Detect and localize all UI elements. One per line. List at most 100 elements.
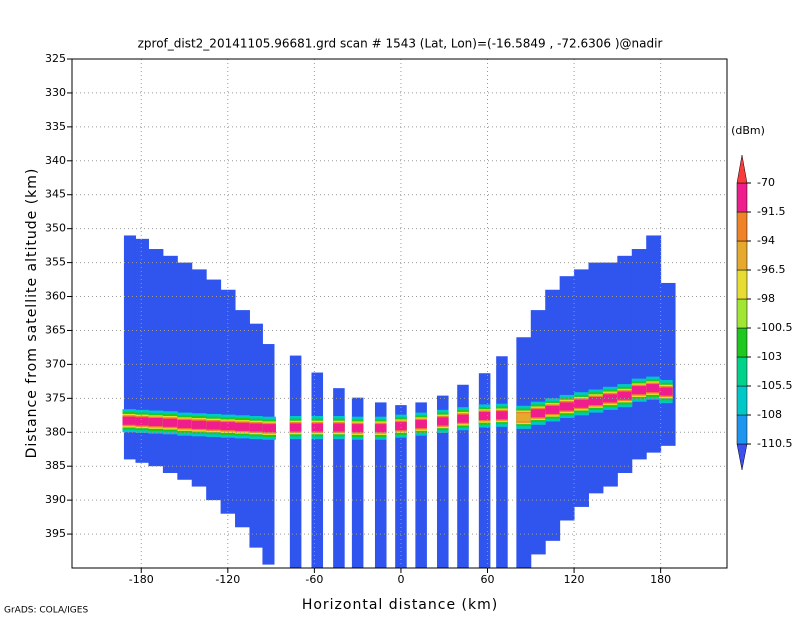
y-tick-label: 345 <box>45 188 66 201</box>
swath-column <box>135 238 149 463</box>
swath-column <box>177 262 193 480</box>
y-tick-label: 395 <box>45 527 66 540</box>
colorbar-label: -70 <box>757 176 775 189</box>
swath-stripe <box>457 384 469 568</box>
colorbar-box <box>736 240 748 271</box>
band-core <box>374 424 387 433</box>
colorbar-label: -105.5 <box>757 379 792 392</box>
swath-column <box>262 344 275 565</box>
swath-stripe <box>311 372 324 568</box>
colorbar-label: -100.5 <box>757 321 792 334</box>
band-core <box>602 394 618 403</box>
y-tick-label: 375 <box>45 391 66 404</box>
band-core <box>289 423 302 432</box>
band-core <box>588 396 604 406</box>
band-core <box>617 391 633 400</box>
band-core <box>148 418 164 427</box>
swath-column <box>588 262 604 494</box>
x-tick-label: 120 <box>564 573 585 586</box>
x-tick-label: -60 <box>305 573 323 586</box>
swath-column <box>162 255 178 473</box>
swath-column <box>220 289 236 514</box>
y-tick-label: 325 <box>45 52 66 65</box>
colorbar-box <box>736 182 748 213</box>
y-tick-label: 365 <box>45 323 66 336</box>
colorbar-title: (dBm) <box>731 124 765 137</box>
swath-stripe <box>351 397 364 568</box>
band-core <box>249 423 263 432</box>
colorbar-label: -94 <box>757 234 775 247</box>
swath-stripe <box>437 395 449 568</box>
band-core <box>351 424 364 433</box>
colorbar-triangle <box>736 154 748 184</box>
band-core <box>659 387 673 396</box>
band-core <box>437 417 449 426</box>
x-tick-label: 0 <box>397 573 404 586</box>
colorbar-label: -110.5 <box>757 437 792 450</box>
band-core <box>191 420 207 429</box>
x-tick-label: -120 <box>215 573 240 586</box>
plot-frame <box>71 58 728 569</box>
data-layer <box>122 235 676 568</box>
colorbar-box <box>736 385 748 416</box>
band-core <box>457 414 469 423</box>
y-tick-label: 390 <box>45 493 66 506</box>
band-core <box>135 417 149 426</box>
swath-column <box>516 337 532 568</box>
swath-stripe <box>415 402 427 568</box>
band-core <box>122 416 136 425</box>
band-core <box>220 422 236 431</box>
swath-column <box>574 269 589 507</box>
y-tick-label: 340 <box>45 154 66 167</box>
x-tick-label: 180 <box>650 573 671 586</box>
band-core <box>496 411 508 420</box>
band-core <box>415 420 427 429</box>
colorbar-label: -96.5 <box>757 263 785 276</box>
swath-stripe <box>374 402 387 568</box>
swath-column <box>631 249 647 460</box>
colorbar-label: -108 <box>757 408 782 421</box>
band-core <box>478 411 491 421</box>
swath-stripe <box>289 355 302 568</box>
swath-column <box>191 269 207 487</box>
band-core <box>646 384 660 393</box>
y-tick-label: 335 <box>45 120 66 133</box>
colorbar-box <box>736 414 748 445</box>
band-core <box>206 421 222 430</box>
colorbar-box <box>736 327 748 358</box>
x-tick-label: 60 <box>481 573 495 586</box>
band-core <box>333 423 345 432</box>
y-tick-label: 350 <box>45 222 66 235</box>
swath-stripe <box>496 356 508 568</box>
colorbar-box <box>736 298 748 329</box>
band-core <box>177 420 193 429</box>
y-tick-label: 360 <box>45 290 66 303</box>
grid-layer <box>72 58 727 568</box>
swath-column <box>646 235 662 453</box>
colorbar-box <box>736 269 748 300</box>
y-axis-title: Distance from satellite altitude (km) <box>24 168 40 459</box>
band-core <box>559 402 575 411</box>
footer: GrADS: COLA/IGES <box>4 606 88 616</box>
x-axis-title: Horizontal distance (km) <box>302 597 498 613</box>
chart-title: zprof_dist2_20141105.96681.grd scan # 15… <box>138 37 663 51</box>
band-core <box>262 424 276 433</box>
band-core <box>516 413 532 422</box>
band-core <box>574 399 589 408</box>
swath-stripe <box>333 388 345 568</box>
band-core <box>545 405 561 414</box>
y-tick-label: 385 <box>45 459 66 472</box>
band-core <box>395 422 407 431</box>
band-core <box>311 423 324 432</box>
band-core <box>530 409 546 418</box>
swath-stripe <box>478 373 491 568</box>
colorbar-box <box>736 356 748 387</box>
y-tick-label: 355 <box>45 256 66 269</box>
y-tick-label: 370 <box>45 357 66 370</box>
swath-stripe <box>395 405 407 568</box>
x-tick-label: -180 <box>129 573 154 586</box>
y-tick-label: 330 <box>45 86 66 99</box>
swath-column <box>602 262 618 487</box>
colorbar-box <box>736 211 748 242</box>
